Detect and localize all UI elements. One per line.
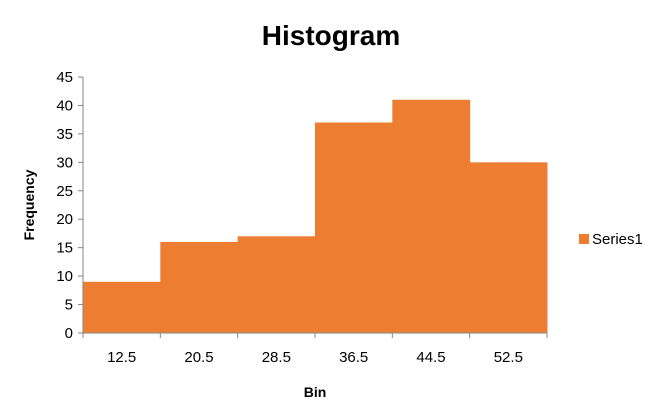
legend-label-series1: Series1: [592, 231, 643, 248]
bar-20-5: [160, 241, 239, 333]
y-tick-label: 35: [56, 126, 73, 143]
chart-title: Histogram: [262, 20, 400, 51]
y-tick-label: 25: [56, 183, 73, 200]
y-axis: 0 5 10 15 20 25 30 35 40 45: [56, 69, 84, 342]
bar-44-5: [392, 99, 471, 333]
y-tick-label: 40: [56, 97, 73, 114]
x-axis-title: Bin: [304, 384, 327, 400]
x-tick-label: 20.5: [184, 349, 213, 366]
bar-36-5: [315, 122, 393, 333]
bar-28-5: [237, 236, 316, 333]
y-tick-label: 20: [56, 211, 73, 228]
x-tick-label: 12.5: [107, 349, 136, 366]
x-tick-label: 52.5: [494, 349, 523, 366]
x-tick-label: 28.5: [262, 349, 291, 366]
legend: Series1: [579, 231, 643, 248]
y-tick-label: 15: [56, 240, 73, 257]
y-tick-label: 5: [65, 297, 73, 314]
x-axis: 12.5 20.5 28.5 36.5 44.5 52.5: [82, 332, 548, 366]
y-tick-label: 30: [56, 154, 73, 171]
y-tick-label: 0: [65, 325, 73, 342]
x-tick-label: 36.5: [339, 349, 368, 366]
bar-52-5: [469, 162, 548, 333]
bars-group: [83, 99, 548, 333]
y-tick-label: 45: [56, 69, 73, 86]
bar-12-5: [83, 281, 161, 333]
legend-swatch-series1: [579, 234, 589, 244]
y-tick-label: 10: [56, 268, 73, 285]
y-axis-title: Frequency: [21, 169, 37, 240]
x-tick-label: 44.5: [416, 349, 445, 366]
